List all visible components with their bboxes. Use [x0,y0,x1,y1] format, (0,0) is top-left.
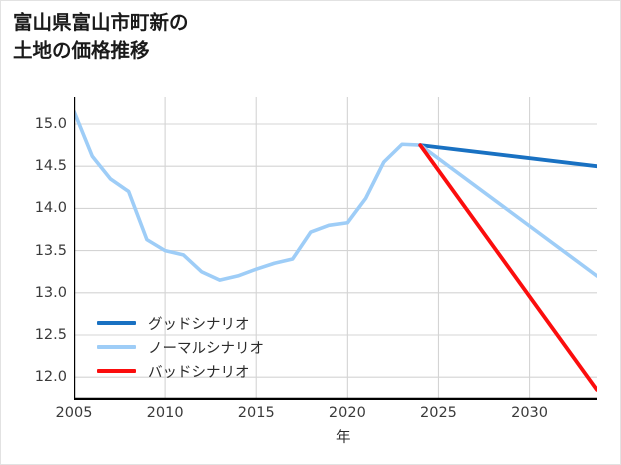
y-axis-tick-label: 13.5 [34,242,67,259]
legend-label: グッドシナリオ [148,316,250,333]
plot-svg [74,97,597,400]
x-axis-tick-label: 2015 [237,405,275,421]
x-axis-tick-label: 2005 [55,405,93,421]
series-line [418,143,597,392]
legend-color-swatch [97,345,136,349]
x-axis-tick-label: 2020 [328,405,366,421]
legend-item[interactable]: グッドシナリオ [97,311,312,335]
y-axis-tick-label: 12.0 [34,369,67,386]
y-axis-tick-label: 12.5 [34,327,67,343]
legend-color-swatch [97,369,136,373]
legend-item[interactable]: ノーマルシナリオ [97,335,312,359]
legend-label: ノーマルシナリオ [148,340,264,357]
series-line [74,109,423,282]
x-axis-label: 年 [336,430,351,446]
x-axis-tick-label: 2030 [511,405,549,421]
chart-legend: グッドシナリオ ノーマルシナリオ バッドシナリオ [97,311,312,383]
series-lines [74,109,597,392]
x-axis-tick-label: 2010 [146,405,184,421]
legend-label: バッドシナリオ [148,364,250,381]
y-axis-tick-label: 14.0 [34,200,67,217]
page-title: 富山県富山市町新の 土地の価格推移 [13,11,189,62]
x-axis-tick-label: 2025 [420,405,457,421]
series-line [418,143,597,278]
y-axis-label: 坪 (3.3㎡) 単価 (万円) [0,101,2,248]
plot-area [74,97,597,400]
series-line [418,143,597,169]
y-axis-tick-label: 13.0 [34,284,67,301]
gridlines [74,97,597,400]
y-axis-tick-label: 14.5 [34,158,67,175]
legend-item[interactable]: バッドシナリオ [97,359,312,383]
legend-color-swatch [97,321,136,325]
y-axis-tick-label: 15.0 [34,116,67,132]
